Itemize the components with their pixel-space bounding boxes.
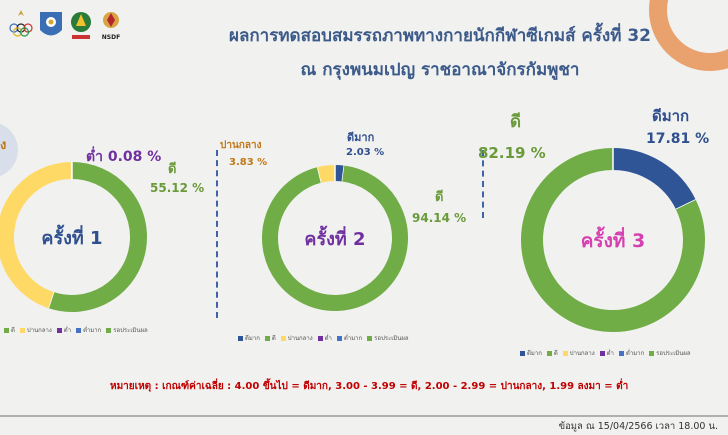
chart3-exc-value: 17.81 % bbox=[646, 131, 710, 147]
chart3-slice-0 bbox=[612, 148, 696, 210]
data-source-timestamp: ข้อมูล ณ 15/04/2566 เวลา 18.00 น. bbox=[558, 421, 718, 432]
separator-1 bbox=[216, 150, 218, 318]
ministry-logo bbox=[38, 8, 64, 42]
chart2-slice-1 bbox=[262, 165, 408, 311]
chart3-slice-1 bbox=[521, 148, 705, 332]
legend-label: ดี bbox=[553, 350, 558, 357]
page-subtitle: ณ กรุงพนมเปญ ราชอาณาจักรกัมพูชา bbox=[300, 60, 580, 80]
chart2-legend-item: ต่ำ bbox=[317, 333, 332, 343]
legend-swatch bbox=[280, 336, 286, 341]
chart3-exc-word: ดีมาก bbox=[652, 107, 690, 125]
separator-2 bbox=[482, 150, 484, 218]
chart1-legend-item: ดี bbox=[4, 325, 15, 335]
chart2-legend-item: ดีมาก bbox=[238, 333, 260, 343]
legend-label: ต่ำมาก bbox=[625, 350, 645, 357]
chart2-exc-word: ดีมาก bbox=[347, 131, 375, 144]
nsdf-logo: NSDF bbox=[98, 8, 124, 42]
legend-swatch bbox=[238, 336, 243, 341]
legend-swatch bbox=[618, 351, 624, 356]
chart2-fair-word: ปานกลาง bbox=[220, 140, 262, 151]
legend-label: ปานกลาง bbox=[26, 327, 52, 334]
chart3-legend: ดีมาก ดี ปานกลาง ต่ำ ต่ำมาก รอประเมินผล bbox=[520, 348, 691, 358]
chart1-legend-item: ต่ำ bbox=[56, 325, 72, 335]
olympic-logo bbox=[8, 8, 34, 42]
chart2-legend-item: ปานกลาง bbox=[280, 333, 313, 343]
chart2-legend-item: รอประเมินผล bbox=[367, 333, 409, 343]
legend-swatch bbox=[520, 351, 525, 356]
legend-swatch bbox=[317, 336, 323, 341]
legend-label: รอประเมินผล bbox=[656, 350, 691, 357]
chart1-legend-item: รอประเมินผล bbox=[106, 325, 148, 335]
chart1-legend: ดี ปานกลาง ต่ำ ต่ำมาก รอประเมินผล bbox=[4, 325, 148, 335]
chart1-low-label: ต่ำ 0.08 % bbox=[86, 146, 161, 168]
chart2-center-label: ครั้งที่ 2 bbox=[304, 225, 365, 250]
legend-swatch bbox=[546, 351, 552, 356]
chart1-good-value: 55.12 % bbox=[150, 181, 205, 195]
chart3-legend-item: ต่ำ bbox=[599, 348, 614, 358]
chart2-legend: ดีมาก ดี ปานกลาง ต่ำ ต่ำมาก รอประเมินผล bbox=[238, 333, 409, 343]
legend-label: ปานกลาง bbox=[287, 335, 313, 342]
chart2-legend-item: ดี bbox=[264, 333, 276, 343]
chart1-low-value: 0.08 % bbox=[107, 149, 162, 165]
legend-label: รอประเมินผล bbox=[113, 327, 148, 334]
chart1-slice-1 bbox=[0, 162, 72, 309]
legend-swatch bbox=[56, 328, 62, 333]
chart3-legend-item: ดีมาก bbox=[520, 348, 542, 358]
legend-label: ต่ำ bbox=[324, 335, 332, 342]
chart1-legend-item: ปานกลาง bbox=[19, 325, 52, 335]
legend-label: ดี bbox=[271, 335, 276, 342]
chart2-legend-item: ต่ำมาก bbox=[336, 333, 363, 343]
chart1-good-word: ดี bbox=[168, 162, 177, 177]
legend-swatch bbox=[106, 328, 112, 333]
chart1-center-label: ครั้งที่ 1 bbox=[41, 224, 102, 249]
nsdf-logo-text: NSDF bbox=[102, 34, 120, 41]
legend-swatch bbox=[4, 328, 9, 333]
criteria-note: หมายเหตุ : เกณฑ์ค่าเฉลี่ย : 4.00 ขึ้นไป … bbox=[110, 381, 629, 392]
legend-label: ต่ำ bbox=[63, 327, 72, 334]
chart3-good-word: ดี bbox=[510, 112, 522, 132]
chart2-slice-2 bbox=[317, 165, 336, 183]
chart1-slice-0 bbox=[48, 162, 147, 312]
chart3-center-label: ครั้งที่ 3 bbox=[581, 226, 646, 252]
legend-label: ต่ำมาก bbox=[83, 327, 102, 334]
chart3-good-value: 82.19 % bbox=[478, 144, 546, 162]
chart3-legend-item: ดี bbox=[546, 348, 558, 358]
chart2-exc-value: 2.03 % bbox=[346, 147, 385, 158]
chart3-legend-item: ต่ำมาก bbox=[618, 348, 645, 358]
blue-circle-decor bbox=[0, 123, 18, 177]
legend-swatch bbox=[367, 336, 373, 341]
dpe-logo bbox=[68, 8, 94, 42]
chart1-legend-item: ต่ำมาก bbox=[76, 325, 101, 335]
chart2-good-word: ดี bbox=[435, 190, 444, 205]
chart2-good-value: 94.14 % bbox=[412, 211, 467, 225]
legend-swatch bbox=[76, 328, 82, 333]
chart3-legend-item: ปานกลาง bbox=[562, 348, 595, 358]
legend-swatch bbox=[562, 351, 568, 356]
legend-label: ปานกลาง bbox=[569, 350, 595, 357]
chart1-low-word: ต่ำ bbox=[86, 149, 103, 165]
legend-label: ต่ำมาก bbox=[343, 335, 363, 342]
legend-swatch bbox=[599, 351, 605, 356]
legend-swatch bbox=[264, 336, 270, 341]
legend-swatch bbox=[649, 351, 655, 356]
chart2-fair-value: 3.83 % bbox=[229, 157, 268, 168]
legend-swatch bbox=[19, 328, 25, 333]
legend-label: รอประเมินผล bbox=[374, 335, 409, 342]
legend-label: ดี bbox=[11, 327, 15, 334]
page-title: ผลการทดสอบสมรรถภาพทางกายนักกีฬาซีเกมส์ ค… bbox=[228, 26, 652, 46]
legend-label: ดีมาก bbox=[245, 335, 260, 342]
orange-arc-decor bbox=[649, 0, 728, 71]
legend-label: ต่ำ bbox=[606, 350, 614, 357]
chart3-legend-item: รอประเมินผล bbox=[649, 348, 691, 358]
chart1-fair-partial: ง bbox=[0, 138, 7, 153]
legend-label: ดีมาก bbox=[527, 350, 542, 357]
legend-swatch bbox=[336, 336, 342, 341]
chart2-slice-0 bbox=[334, 165, 345, 182]
